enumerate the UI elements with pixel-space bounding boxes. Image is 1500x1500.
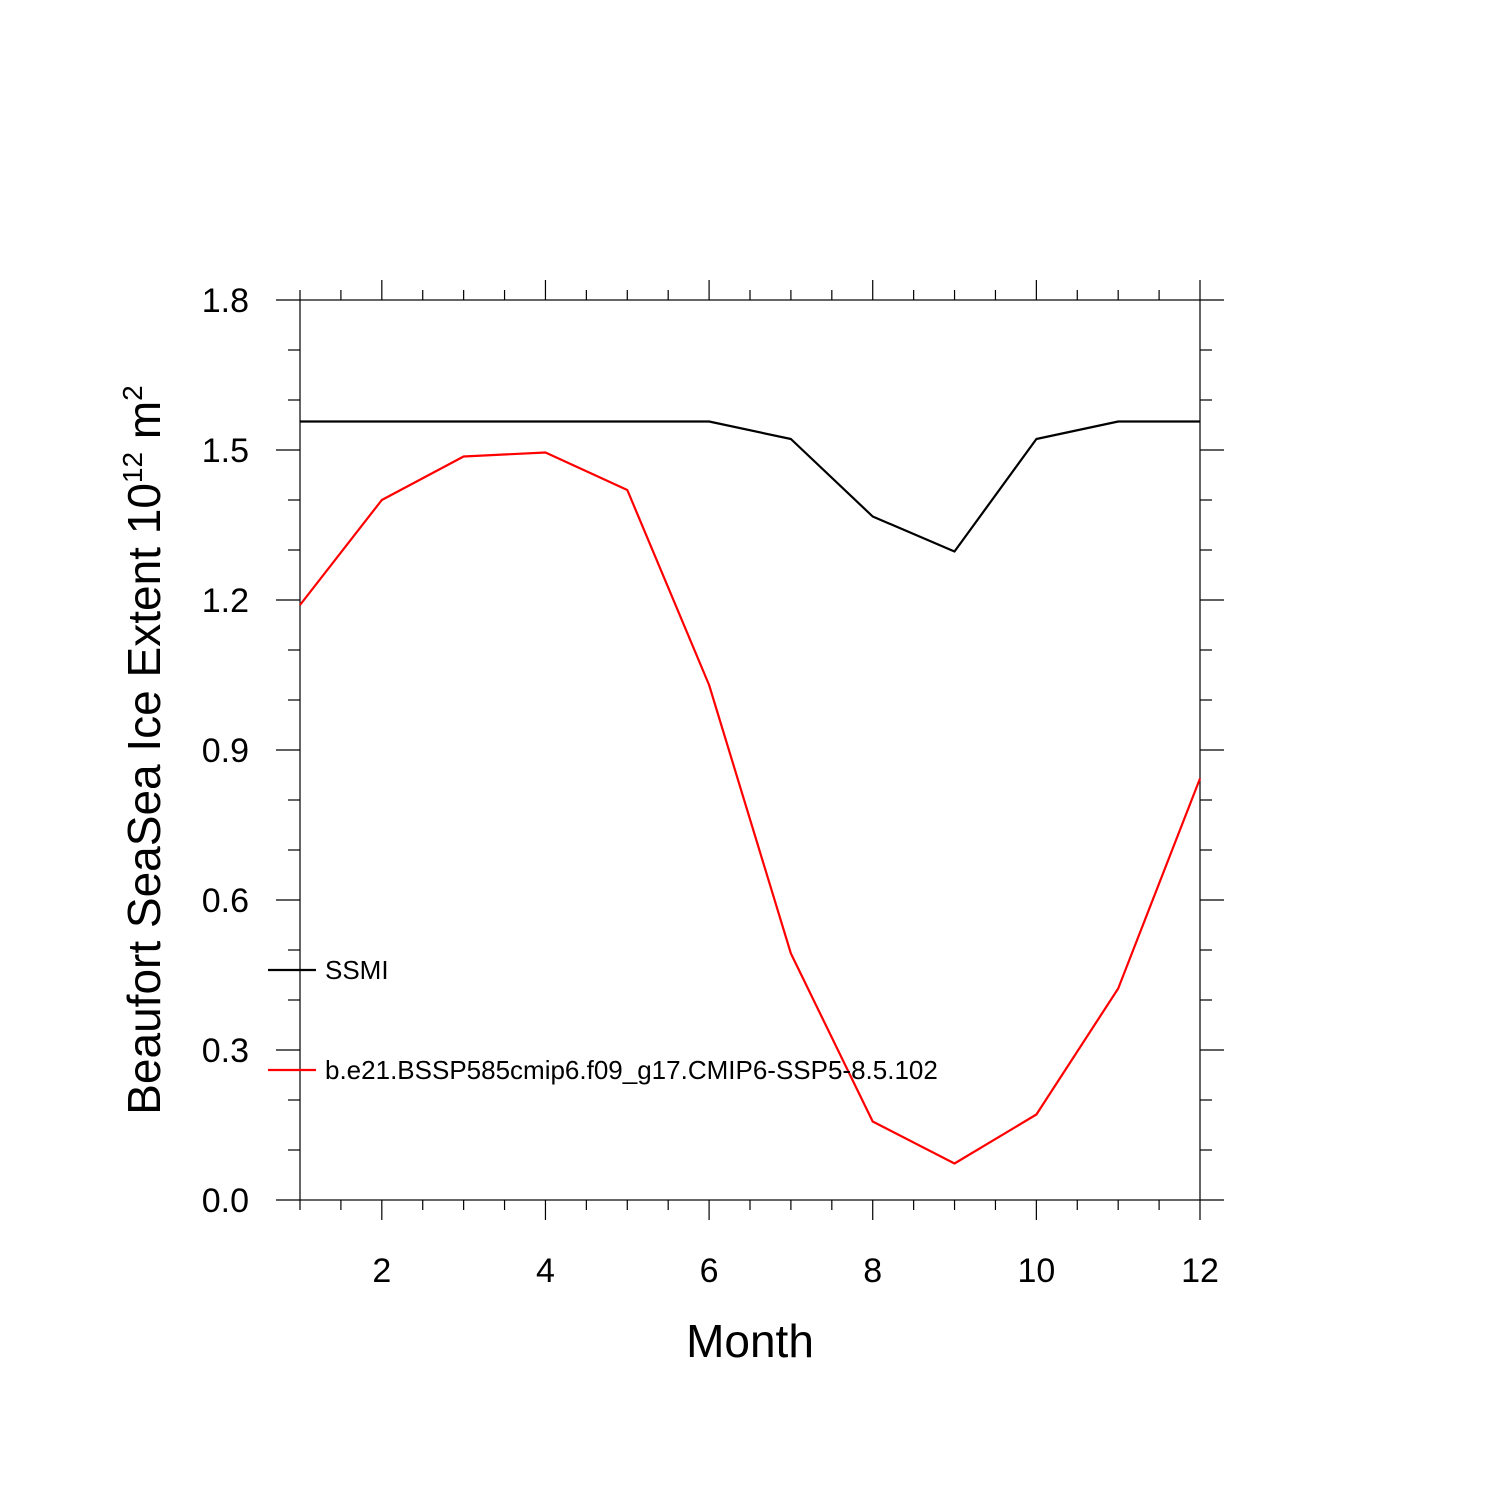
y-tick-label: 0.6 (202, 882, 249, 920)
series-line-0 (300, 420, 1200, 553)
y-tick-label: 0.3 (202, 1032, 249, 1070)
axis-ticks (276, 280, 1224, 1220)
series-line-1 (299, 451, 1202, 1165)
y-tick-label: 0.0 (202, 1182, 249, 1220)
x-tick-label: 12 (1181, 1252, 1219, 1290)
x-tick-label: 8 (863, 1252, 882, 1290)
y-tick-label: 0.9 (202, 732, 249, 770)
y-axis-title-exponent: 12 (117, 452, 148, 483)
x-tick-label: 10 (1017, 1252, 1055, 1290)
tick-labels: 2 4 6 8 10 12 0.0 0.3 0.6 0.9 1.2 1.5 1.8 (202, 282, 1219, 1290)
legend: SSMI b.e21.BSSP585cmip6.f09_g17.CMIP6-SSP… (268, 955, 938, 1085)
y-axis-title-main: Beaufort SeaSea Ice Extent 10 (118, 483, 170, 1115)
y-axis-title-unit: m (118, 401, 170, 452)
x-tick-label: 2 (372, 1252, 391, 1290)
y-tick-label: 1.2 (202, 582, 249, 620)
x-tick-label: 4 (536, 1252, 555, 1290)
x-tick-label: 6 (700, 1252, 719, 1290)
y-tick-label: 1.8 (202, 282, 249, 320)
y-axis-title-unit-exponent: 2 (117, 385, 148, 401)
legend-label: b.e21.BSSP585cmip6.f09_g17.CMIP6-SSP5-8.… (325, 1055, 938, 1085)
legend-label: SSMI (325, 955, 389, 985)
series-layer (299, 420, 1202, 1165)
x-axis-title: Month (686, 1315, 814, 1367)
y-axis-title: Beaufort SeaSea Ice Extent 1012 m2 (117, 385, 170, 1115)
y-tick-label: 1.5 (202, 432, 249, 470)
plot-frame (299, 299, 1201, 1201)
